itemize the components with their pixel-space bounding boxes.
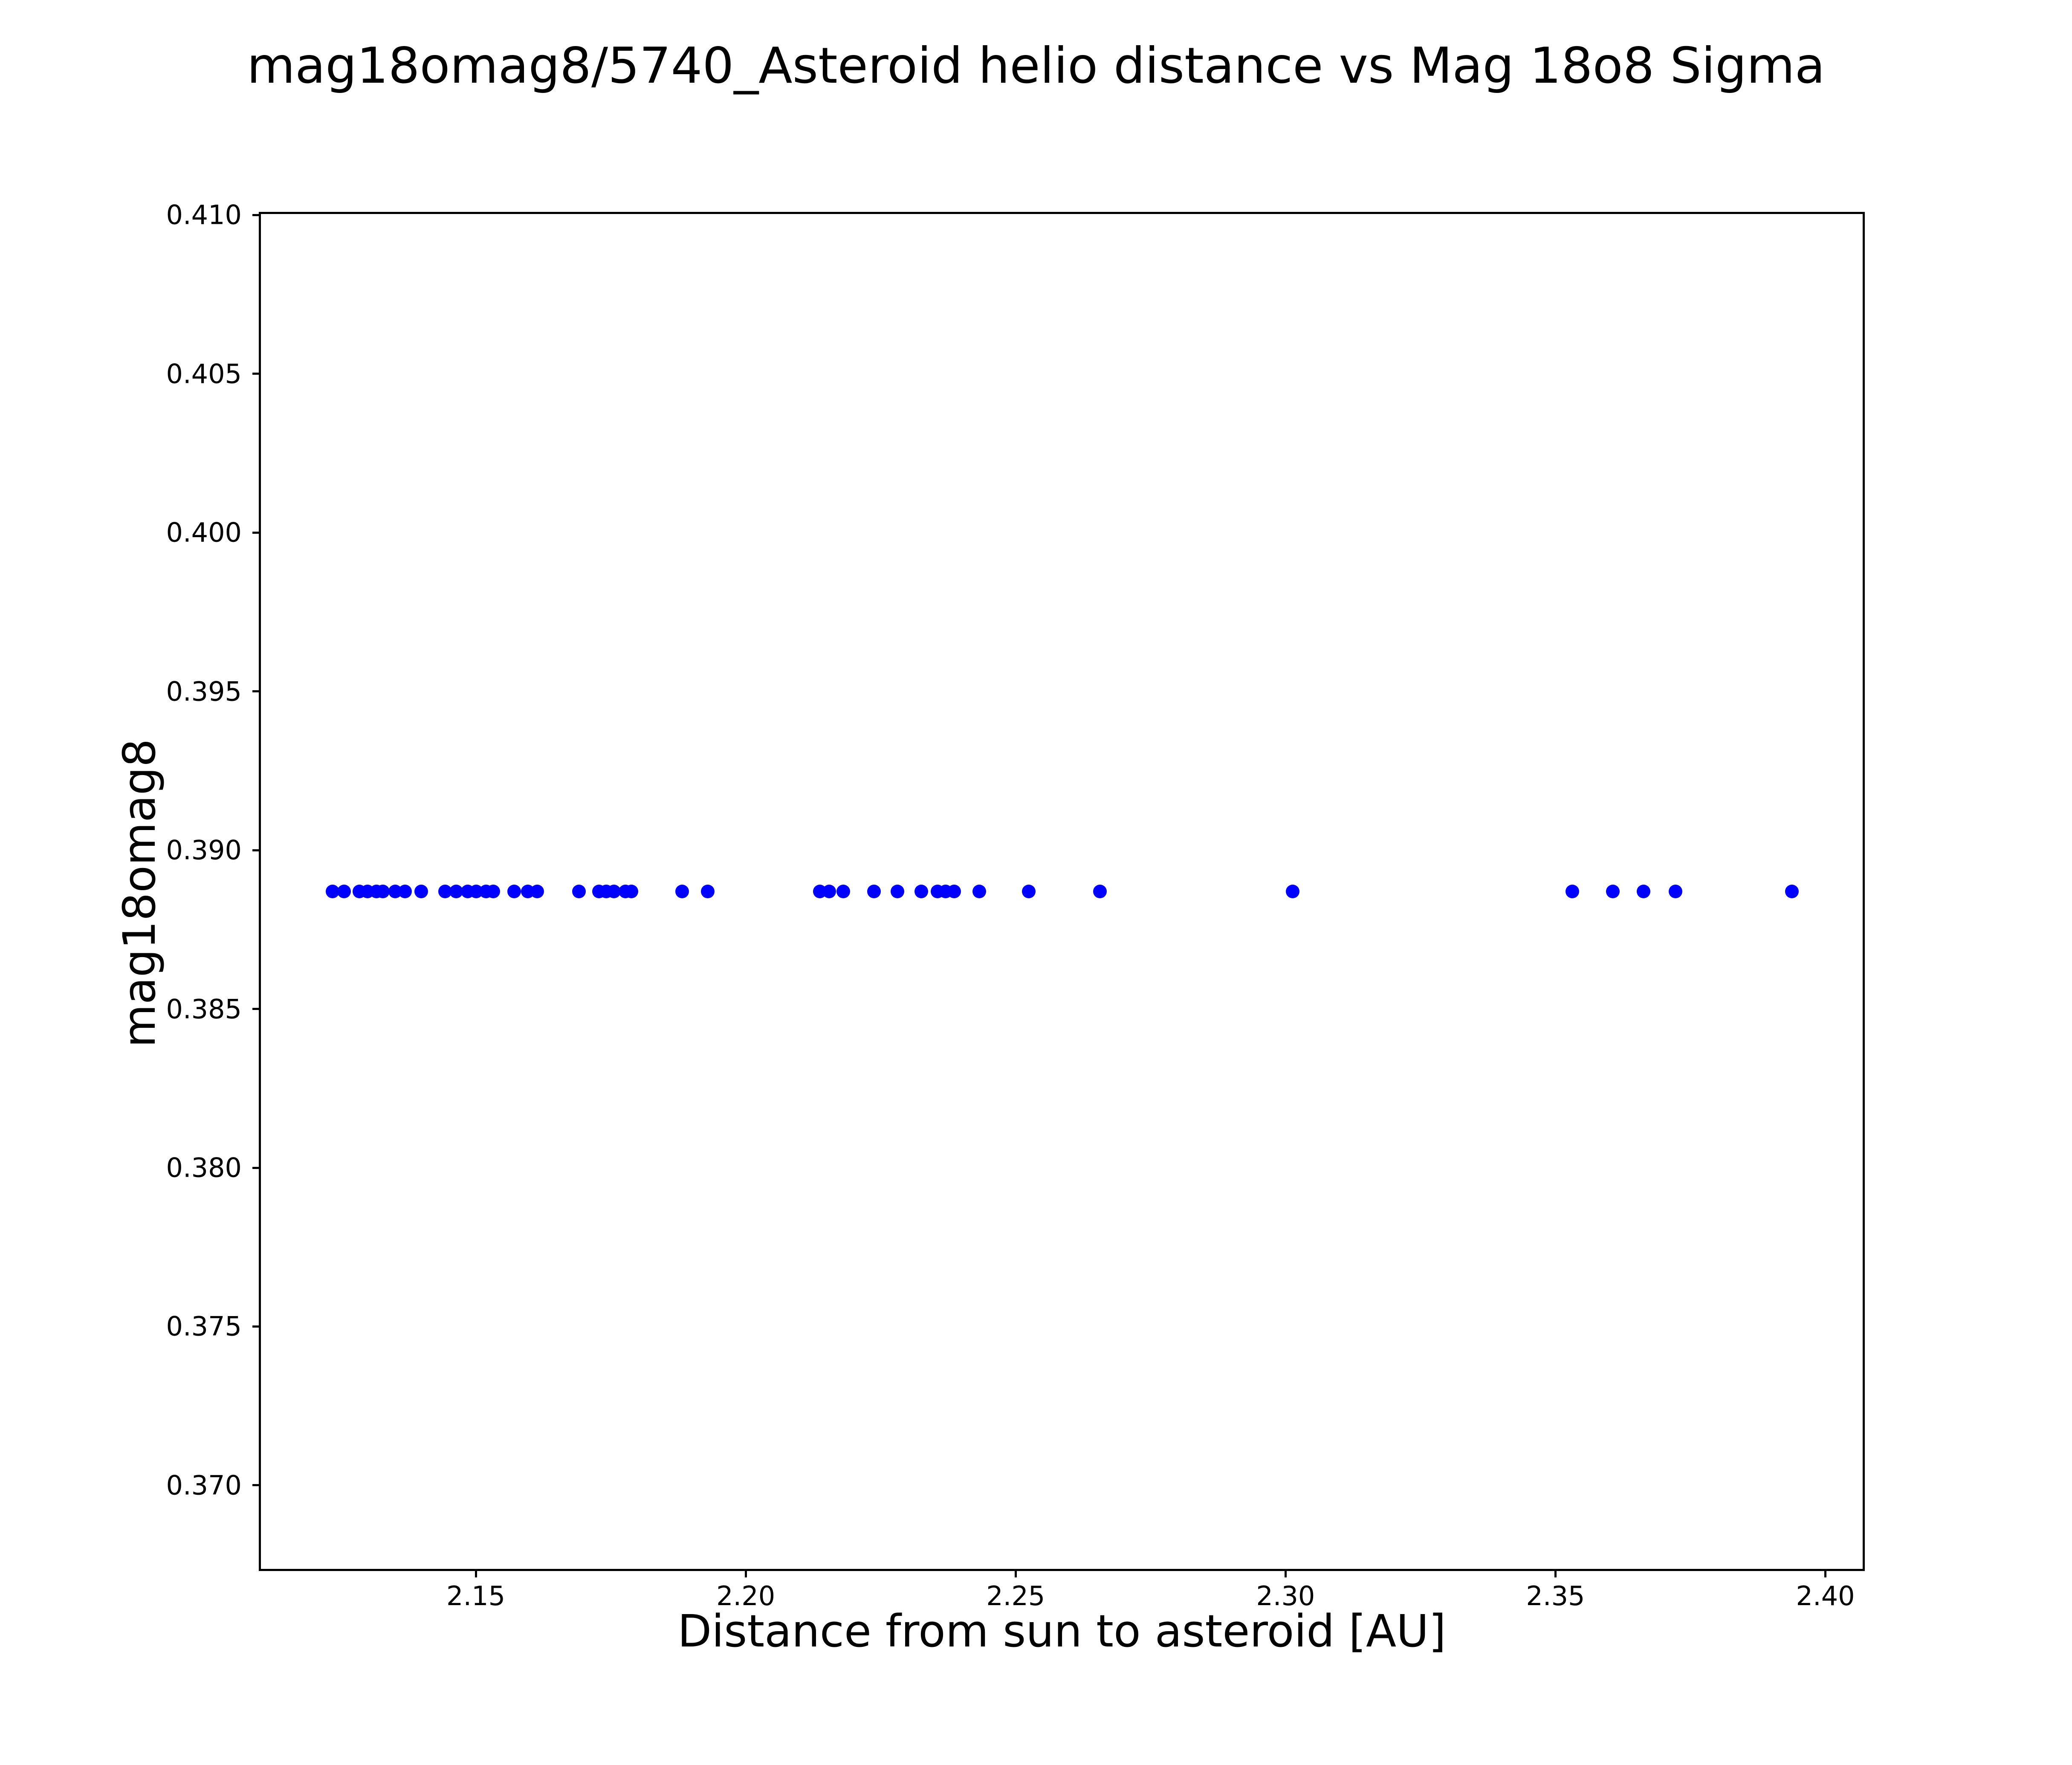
y-tick-label: 0.410: [166, 199, 242, 231]
x-tick-label: 2.15: [446, 1580, 506, 1612]
x-tick-label: 2.30: [1256, 1580, 1315, 1612]
x-tick-label: 2.40: [1796, 1580, 1855, 1612]
y-tick-mark: [252, 531, 259, 534]
x-tick-mark: [744, 1571, 747, 1577]
y-tick-mark: [252, 1008, 259, 1010]
y-tick-mark: [252, 849, 259, 851]
data-point: [624, 885, 638, 898]
data-point: [1285, 885, 1299, 898]
data-point: [890, 885, 904, 898]
data-point: [836, 885, 851, 898]
data-point: [822, 885, 836, 898]
y-tick-label: 0.375: [166, 1311, 242, 1342]
data-point: [572, 885, 586, 898]
x-tick-label: 2.25: [986, 1580, 1045, 1612]
y-tick-mark: [252, 1325, 259, 1328]
y-tick-mark: [252, 373, 259, 375]
y-tick-label: 0.400: [166, 517, 242, 548]
data-point: [1022, 885, 1036, 898]
data-point: [947, 885, 961, 898]
chart-title: mag18omag8/5740_Asteroid helio distance …: [247, 37, 1825, 95]
data-point: [867, 885, 881, 898]
y-tick-mark: [252, 214, 259, 216]
y-tick-label: 0.390: [166, 834, 242, 866]
y-tick-label: 0.380: [166, 1152, 242, 1183]
data-point: [530, 885, 544, 898]
x-tick-mark: [1014, 1571, 1017, 1577]
data-point: [1668, 885, 1682, 898]
data-point: [1565, 885, 1579, 898]
data-point: [1636, 885, 1650, 898]
data-point: [701, 885, 715, 898]
x-tick-mark: [1554, 1571, 1557, 1577]
data-point: [1785, 885, 1799, 898]
y-tick-label: 0.370: [166, 1470, 242, 1501]
x-tick-label: 2.20: [716, 1580, 776, 1612]
y-tick-mark: [252, 1166, 259, 1169]
data-point: [337, 885, 351, 898]
x-tick-mark: [1824, 1571, 1827, 1577]
data-point: [972, 885, 987, 898]
data-point: [914, 885, 928, 898]
x-tick-mark: [475, 1571, 477, 1577]
data-point: [398, 885, 412, 898]
x-tick-label: 2.35: [1526, 1580, 1585, 1612]
data-point: [376, 885, 390, 898]
y-tick-mark: [252, 690, 259, 693]
y-tick-label: 0.395: [166, 676, 242, 707]
x-tick-mark: [1284, 1571, 1287, 1577]
y-tick-mark: [252, 1484, 259, 1487]
data-point: [486, 885, 500, 898]
x-axis-label: Distance from sun to asteroid [AU]: [677, 1605, 1446, 1657]
data-point: [1093, 885, 1107, 898]
data-point: [675, 885, 689, 898]
data-point: [507, 885, 521, 898]
data-point: [1606, 885, 1620, 898]
y-tick-label: 0.405: [166, 358, 242, 390]
y-tick-label: 0.385: [166, 993, 242, 1025]
data-point: [414, 885, 428, 898]
